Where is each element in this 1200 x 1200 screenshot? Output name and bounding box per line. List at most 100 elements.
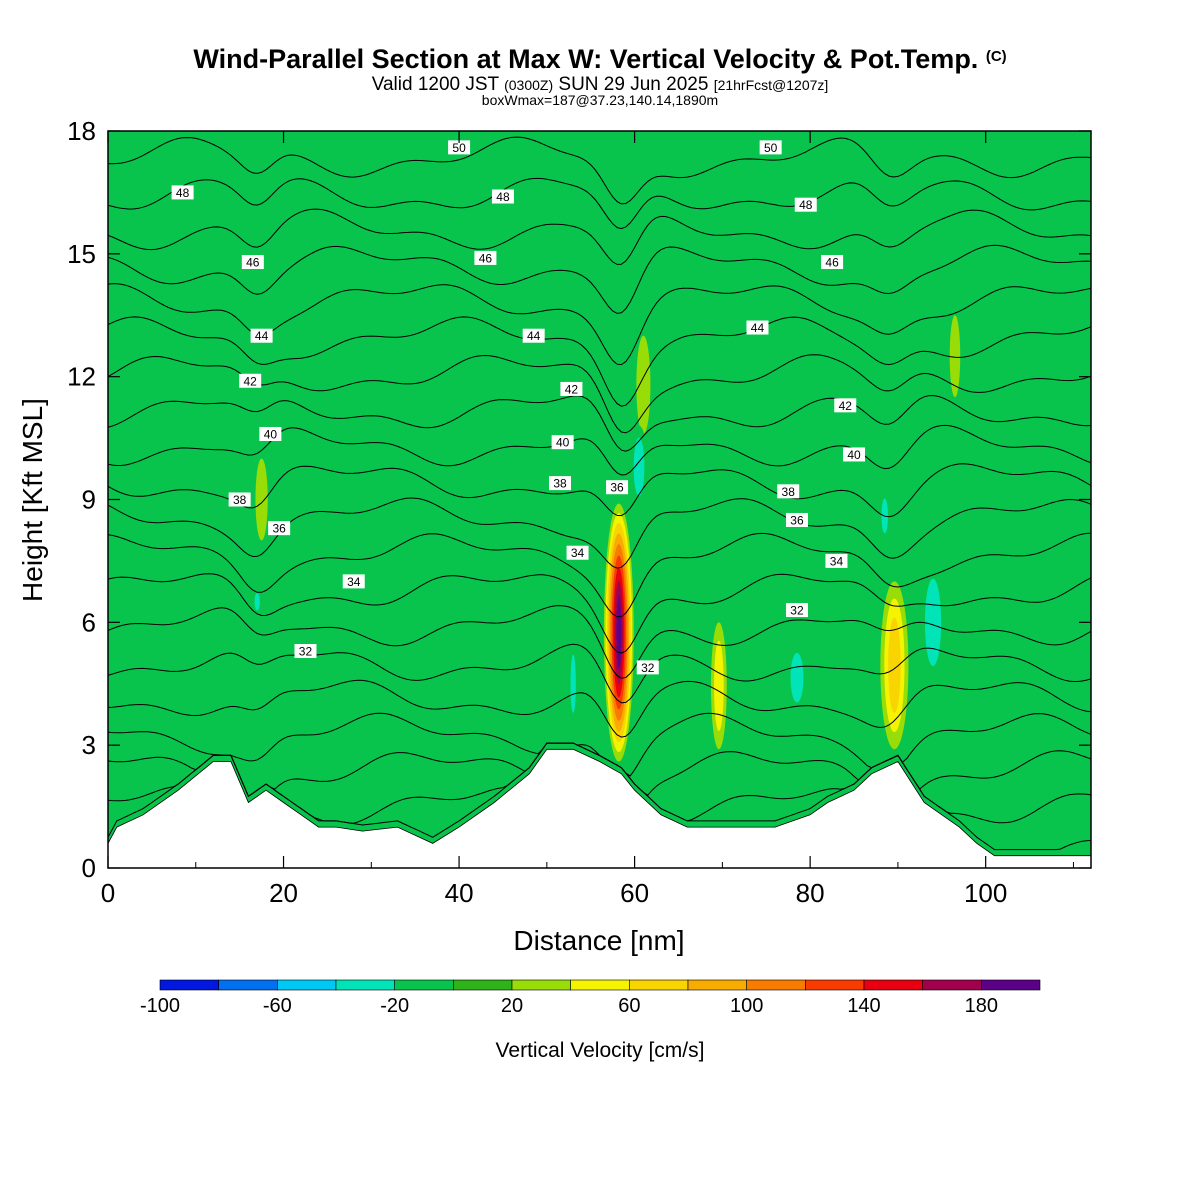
contour-labels: 50 50 48 48 48 46 46 46 44 44 44 42 42 42 40 40 40 38 38 38… (171, 140, 866, 675)
y-tick-label: 18 (67, 116, 96, 146)
w-band (570, 654, 576, 713)
contour-label-box (228, 492, 251, 507)
contour-label-box (268, 521, 291, 536)
theta-contour (108, 679, 1091, 738)
w-band (714, 640, 724, 731)
colorbar-title: Vertical Velocity [cm/s] (496, 1039, 705, 1062)
contour-label-text: 36 (272, 522, 286, 536)
w-band (616, 595, 622, 670)
contour-label-text: 38 (233, 493, 247, 507)
colorbar-tick-label: -100 (140, 995, 180, 1017)
x-tick-label: 60 (620, 878, 649, 908)
colorbar-swatch (570, 979, 630, 991)
colorbar-tick-label: 140 (847, 995, 880, 1017)
contour-label-text: 42 (565, 382, 579, 396)
theta-contour (108, 605, 1091, 679)
contour-label-box (491, 189, 514, 204)
contour-label: 36 (606, 480, 629, 495)
w-band (790, 652, 804, 703)
contour-label-text: 32 (790, 604, 804, 618)
contour-label-box (560, 381, 583, 396)
contour-label-box (522, 328, 545, 343)
contour-label: 50 (759, 140, 782, 155)
theta-contour (108, 316, 1091, 407)
contour-label: 50 (448, 140, 471, 155)
colorbar-swatch (863, 979, 923, 991)
x-tick-label: 80 (796, 878, 825, 908)
w-feature-0 (603, 503, 634, 762)
terrain-mask (107, 748, 1092, 869)
valid-time-line: Valid 1200 JST (0300Z) SUN 29 Jun 2025 [… (0, 74, 1200, 96)
contour-label-text: 44 (527, 329, 541, 343)
contour-label: 38 (777, 484, 800, 499)
contour-label: 46 (474, 250, 497, 265)
w-feature-5 (255, 458, 268, 541)
contour-label: 40 (551, 435, 574, 450)
contour-label-text: 34 (347, 575, 361, 589)
contour-label-box (241, 255, 264, 270)
theta-contour (108, 208, 1091, 265)
w-feature-10 (252, 589, 262, 615)
colorbar-swatch (453, 979, 513, 991)
contour-label: 34 (825, 553, 848, 568)
contour-label-box (794, 197, 817, 212)
y-tick-label: 6 (82, 607, 96, 637)
valid-utc: (0300Z) (504, 77, 554, 93)
contour-label-box (843, 447, 866, 462)
contour-label-box (549, 476, 572, 491)
colorbar-swatch (746, 979, 806, 991)
colorbar-tick-label: 100 (730, 995, 763, 1017)
w-band (254, 593, 260, 611)
contour-label: 34 (566, 545, 589, 560)
copyright-mark: (C) (985, 48, 1007, 65)
contour-label-text: 48 (176, 186, 190, 200)
contour-label-box (606, 480, 629, 495)
contour-label: 32 (785, 603, 808, 618)
x-tick-label: 40 (445, 878, 474, 908)
contour-label-box (777, 484, 800, 499)
contour-label-text: 32 (641, 661, 655, 675)
contour-label-text: 40 (556, 436, 570, 450)
contour-label-box (171, 185, 194, 200)
w-band (255, 458, 268, 541)
colorbar-tick-label: 60 (618, 995, 640, 1017)
contour-label: 42 (560, 381, 583, 396)
contour-label-text: 46 (825, 256, 839, 270)
colorbar-swatch (511, 979, 571, 991)
theta-contour (108, 712, 1091, 777)
theta-contour (108, 643, 1091, 704)
contour-label-text: 42 (244, 374, 258, 388)
contour-label-box (785, 512, 808, 527)
theta-contour (108, 532, 1091, 618)
theta-contour (108, 394, 1091, 452)
boxwmax-line: boxWmax=187@37.23,140.14,1890m (481, 92, 719, 108)
w-band (633, 437, 645, 496)
contour-label: 44 (250, 328, 273, 343)
contour-label: 48 (171, 185, 194, 200)
contour-label: 40 (259, 426, 282, 441)
theta-contour (108, 354, 1091, 434)
contour-label-box (474, 250, 497, 265)
colorbar-swatch (277, 979, 337, 991)
contour-label-text: 38 (553, 477, 567, 491)
theta-contour (108, 463, 1091, 518)
contour-label: 46 (241, 255, 264, 270)
contour-label-box (746, 320, 769, 335)
contour-label: 46 (821, 255, 844, 270)
contour-label-box (239, 373, 262, 388)
contour-label-box (259, 426, 282, 441)
contour-label-text: 36 (790, 513, 804, 527)
contour-label-box (759, 140, 782, 155)
w-feature-11 (568, 642, 578, 725)
theta-contour (108, 177, 1091, 230)
contour-label-box (566, 545, 589, 560)
colorbar-swatch (687, 979, 747, 991)
contour-label-text: 40 (264, 427, 278, 441)
contour-label-box (636, 660, 659, 675)
contour-label: 38 (228, 492, 251, 507)
w-feature-3 (636, 335, 651, 434)
colorbar: -100 -60 -20 20 60 100 140 180 (140, 979, 1041, 1017)
theta-contour (108, 497, 1091, 569)
